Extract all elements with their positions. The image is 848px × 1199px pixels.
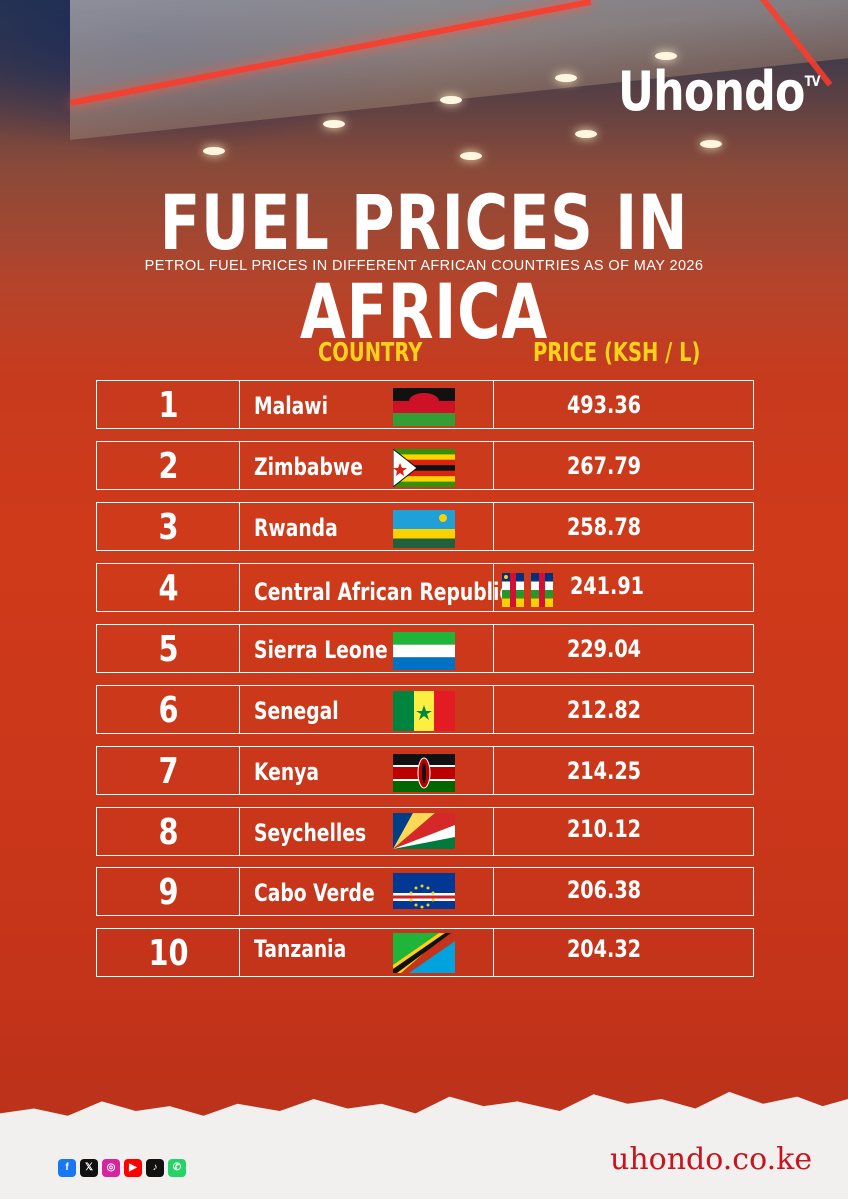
table-row: 7 Kenya 214.25: [96, 746, 754, 795]
price-value: 267.79: [566, 452, 642, 480]
column-header-country: COUNTRY: [318, 338, 423, 368]
kenya-flag: [393, 754, 455, 792]
table-row: 9 Cabo Verde 206.38: [96, 867, 754, 916]
canopy-light: [555, 74, 577, 82]
country-name: Senegal: [254, 697, 339, 725]
price-value: 204.32: [566, 935, 642, 963]
table-row: 1 Malawi 493.36: [96, 380, 754, 429]
rank-number: 3: [158, 507, 179, 548]
rank-number: 5: [158, 629, 179, 670]
youtube-icon[interactable]: ▶: [124, 1159, 142, 1177]
country-name: Malawi: [254, 392, 329, 420]
table-row: 5 Sierra Leone 229.04: [96, 624, 754, 673]
page-subtitle: PETROL FUEL PRICES IN DIFFERENT AFRICAN …: [144, 258, 704, 274]
country-name: Rwanda: [254, 514, 338, 542]
facebook-icon[interactable]: f: [58, 1159, 76, 1177]
rank-number: 4: [158, 568, 179, 609]
rank-number: 6: [158, 690, 179, 731]
country-name: Tanzania: [254, 935, 347, 963]
canopy-light: [575, 130, 597, 138]
tanzania-flag: [393, 933, 455, 973]
seychelles-flag: [393, 813, 455, 849]
price-value: 206.38: [566, 876, 642, 904]
country-name: Sierra Leone: [254, 636, 388, 664]
canopy-light: [700, 140, 722, 148]
tiktok-icon[interactable]: ♪: [146, 1159, 164, 1177]
canopy-light: [440, 96, 462, 104]
price-value: 241.91: [569, 572, 645, 600]
sierra-leone-flag: [393, 632, 455, 670]
country-name: Seychelles: [254, 819, 367, 847]
country-name: Cabo Verde: [254, 879, 375, 907]
central-african-republic-flag: [502, 573, 524, 607]
instagram-icon[interactable]: ◎: [102, 1159, 120, 1177]
table-row: 10 Tanzania 204.32: [96, 928, 754, 977]
rank-number: 2: [158, 446, 179, 487]
central-african-republic-flag: [531, 573, 553, 607]
canopy-light: [203, 147, 225, 155]
rank-number: 9: [158, 872, 179, 913]
whatsapp-icon[interactable]: ✆: [168, 1159, 186, 1177]
price-value: 229.04: [566, 635, 642, 663]
table-row: 4 Central African Republic 241.91: [96, 563, 754, 612]
rwanda-flag: [393, 510, 455, 548]
page-title: FUEL PRICES IN AFRICA: [159, 178, 689, 356]
zimbabwe-flag: [393, 449, 455, 487]
rank-number: 1: [158, 385, 179, 426]
rank-number: 8: [158, 812, 179, 853]
price-value: 258.78: [566, 513, 642, 541]
table-row: 8 Seychelles 210.12: [96, 807, 754, 856]
country-name: Zimbabwe: [254, 453, 363, 481]
cabo-verde-flag: [393, 873, 455, 909]
canopy-light: [655, 52, 677, 60]
price-value: 493.36: [566, 391, 642, 419]
table-row: 3 Rwanda 258.78: [96, 502, 754, 551]
canopy-light: [460, 152, 482, 160]
column-header-price: PRICE (KSH / L): [533, 338, 701, 368]
price-value: 214.25: [566, 757, 642, 785]
x-icon[interactable]: 𝕏: [80, 1159, 98, 1177]
senegal-flag: [393, 691, 455, 731]
rank-number: 7: [158, 751, 179, 792]
rank-number: 10: [148, 933, 189, 974]
table-row: 6 Senegal 212.82: [96, 685, 754, 734]
table-row: 2 Zimbabwe 267.79: [96, 441, 754, 490]
country-name: Kenya: [254, 758, 320, 786]
canopy-light: [323, 120, 345, 128]
price-value: 210.12: [566, 815, 642, 843]
country-name: Central African Republic: [254, 578, 511, 606]
price-value: 212.82: [566, 696, 642, 724]
uhondo-tv-logo: UhondoTV: [618, 60, 821, 123]
website-url[interactable]: uhondo.co.ke: [610, 1142, 813, 1177]
malawi-flag: [393, 388, 455, 426]
